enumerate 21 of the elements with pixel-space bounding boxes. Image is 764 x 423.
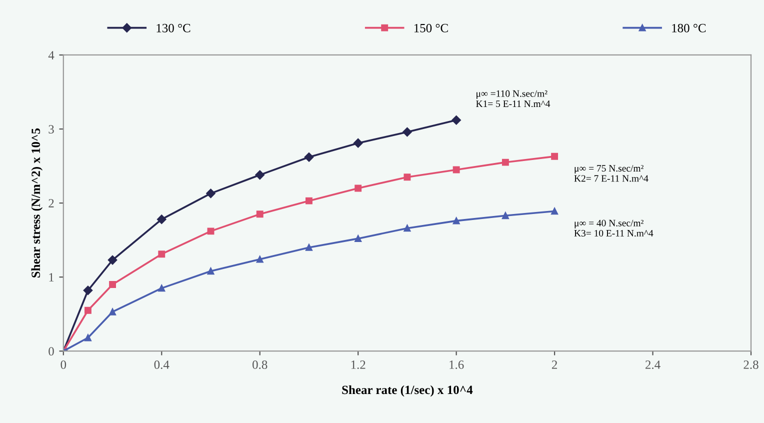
x-tick-label: 0.4	[154, 360, 170, 369]
annotation: μ∞ = 75 N.sec/m² K2= 7 E-11 N.m^4	[574, 165, 648, 182]
legend-label: 180 °C	[672, 24, 706, 32]
y-tick-label: 0	[48, 347, 54, 356]
x-tick-label: 1.6	[450, 360, 464, 369]
y-tick-label: 1	[49, 273, 54, 282]
x-axis-title: Shear rate (1/sec) x 10^4	[342, 385, 473, 397]
x-tick-label: 1.2	[351, 360, 366, 369]
annotation: μ∞ =110 N.sec/m² K1= 5 E-11 N.m^4	[476, 90, 550, 108]
x-tick-label: 0.8	[252, 360, 268, 369]
y-tick-label: 2	[48, 199, 54, 208]
x-tick-label: 2.4	[646, 360, 660, 369]
y-tick-label: 4	[48, 51, 54, 60]
legend-label: 130 °C	[156, 24, 190, 32]
x-tick-label: 2	[552, 360, 557, 369]
y-axis-title: Shear stress (N/m^2) x 10^5	[31, 128, 43, 278]
x-tick-label: 0	[60, 360, 66, 369]
x-tick-label: 2.8	[744, 360, 758, 369]
annotation: μ∞ = 40 N.sec/m² K3= 10 E-11 N.m^4	[574, 220, 654, 237]
legend-label: 150 °C	[414, 24, 448, 32]
y-tick-label: 3	[48, 125, 54, 134]
